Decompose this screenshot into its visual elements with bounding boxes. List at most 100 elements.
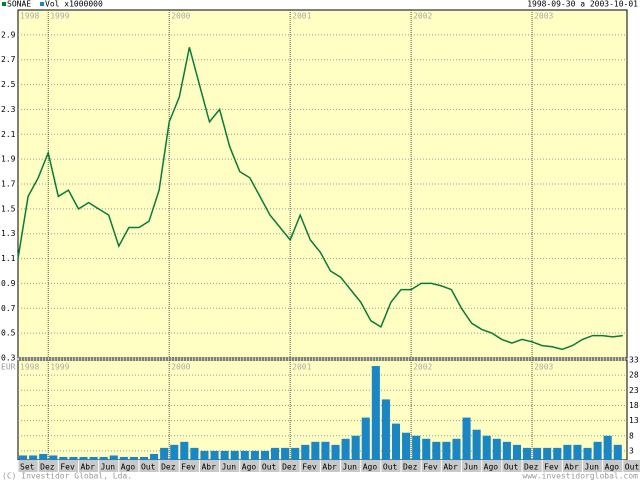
x-tick-label: Fev xyxy=(302,463,317,472)
volume-bar xyxy=(371,366,380,460)
volume-bar xyxy=(119,456,128,460)
volume-bar xyxy=(59,456,68,460)
x-tick-label: Ago xyxy=(121,463,136,472)
y2-tick-label: 13 xyxy=(629,416,639,425)
x-tick-label: Jun xyxy=(584,463,599,472)
volume-bar xyxy=(180,441,189,460)
x-tick-label: Jun xyxy=(222,463,237,472)
x-tick-label: Abr xyxy=(322,463,337,472)
x-tick-label: Out xyxy=(625,463,640,472)
x-tick-label: Ago xyxy=(242,463,257,472)
volume-bar xyxy=(291,447,300,460)
volume-bar xyxy=(432,441,441,460)
y-tick-label: 2.5 xyxy=(1,80,16,89)
x-tick-label: Abr xyxy=(80,463,95,472)
x-tick-label: Jun xyxy=(101,463,116,472)
volume-bar xyxy=(351,435,360,460)
volume-bar xyxy=(129,456,138,460)
volume-bar xyxy=(523,447,532,460)
volume-bar xyxy=(210,450,219,460)
volume-bar xyxy=(331,444,340,460)
y-tick-label: 1.7 xyxy=(1,180,16,189)
volume-unit: EUR xyxy=(1,363,16,372)
y-tick-label: 0.7 xyxy=(1,304,16,313)
copyright: (C) Investidor Global, Lda. xyxy=(2,472,132,480)
volume-bar xyxy=(603,435,612,460)
x-tick-label: Abr xyxy=(564,463,579,472)
volume-bar xyxy=(271,447,280,460)
x-tick-label: Dez xyxy=(40,463,55,472)
y-tick-label: 1.9 xyxy=(1,155,16,164)
volume-bar xyxy=(512,444,521,460)
x-tick-label: Fev xyxy=(423,463,438,472)
year-label: 2002 xyxy=(413,12,432,21)
x-tick-label: Out xyxy=(262,463,277,472)
y2-tick-label: 33 xyxy=(629,356,639,365)
x-tick-label: Dez xyxy=(524,463,539,472)
y-tick-label: 0.9 xyxy=(1,279,16,288)
year-label: 2000 xyxy=(171,363,190,372)
y2-tick-label: 8 xyxy=(629,431,634,440)
volume-bar xyxy=(311,441,320,460)
year-label: 2002 xyxy=(413,363,432,372)
volume-bar xyxy=(281,447,290,460)
year-label: 1998 xyxy=(20,12,39,21)
volume-bar xyxy=(139,456,149,460)
volume-bar xyxy=(190,447,199,460)
price-panel xyxy=(17,9,628,359)
volume-bar xyxy=(99,456,108,460)
volume-bar xyxy=(381,399,390,460)
y-tick-label: 1.3 xyxy=(1,229,16,238)
volume-bar xyxy=(69,456,78,460)
x-tick-label: Fev xyxy=(60,463,75,472)
y2-tick-label: 18 xyxy=(629,401,639,410)
x-tick-label: Out xyxy=(141,463,156,472)
volume-bar xyxy=(391,423,401,460)
x-tick-label: Jun xyxy=(464,463,479,472)
volume-bar xyxy=(573,444,582,460)
volume-bar xyxy=(260,450,269,460)
month-band xyxy=(18,460,640,472)
volume-bar xyxy=(301,444,310,460)
volume-bar xyxy=(472,429,481,460)
volume-bar xyxy=(89,456,98,460)
y2-tick-label: 28 xyxy=(629,371,639,380)
volume-bar xyxy=(553,447,562,460)
x-tick-label: Jun xyxy=(343,463,358,472)
volume-bar xyxy=(170,444,179,460)
volume-bar xyxy=(613,444,622,460)
y2-tick-label: 3 xyxy=(629,446,634,455)
price-title: SONAE xyxy=(7,0,31,9)
volume-bar xyxy=(49,455,58,460)
year-label: 1999 xyxy=(50,363,69,372)
volume-bar xyxy=(533,447,542,460)
volume-bar xyxy=(321,441,330,460)
year-label: 2001 xyxy=(292,363,311,372)
date-range: 1998-09-30 a 2003-10-01 xyxy=(527,0,638,9)
volume-bar xyxy=(230,450,239,460)
volume-bar xyxy=(422,438,431,460)
year-label: 1998 xyxy=(20,363,39,372)
y2-tick-label: 23 xyxy=(629,386,639,395)
y-tick-label: 0.3 xyxy=(1,354,16,363)
volume-bar xyxy=(452,438,461,460)
volume-bar xyxy=(341,438,350,460)
x-tick-label: Fev xyxy=(544,463,559,472)
y-tick-label: 2.9 xyxy=(1,30,16,39)
volume-bar xyxy=(240,450,249,460)
volume-bar xyxy=(402,432,411,460)
y-tick-label: 1.1 xyxy=(1,254,16,263)
year-label: 2003 xyxy=(534,363,553,372)
volume-bar xyxy=(29,455,38,460)
year-label: 2003 xyxy=(534,12,553,21)
x-tick-label: Out xyxy=(383,463,398,472)
y-tick-label: 0.5 xyxy=(1,329,16,338)
y-tick-label: 2.7 xyxy=(1,55,16,64)
volume-title: Vol x1000000 xyxy=(45,0,103,9)
volume-bar xyxy=(492,438,501,460)
volume-bar xyxy=(543,447,552,460)
x-tick-label: Set xyxy=(20,463,35,472)
legend-swatch xyxy=(40,2,44,6)
volume-bar xyxy=(250,450,259,460)
